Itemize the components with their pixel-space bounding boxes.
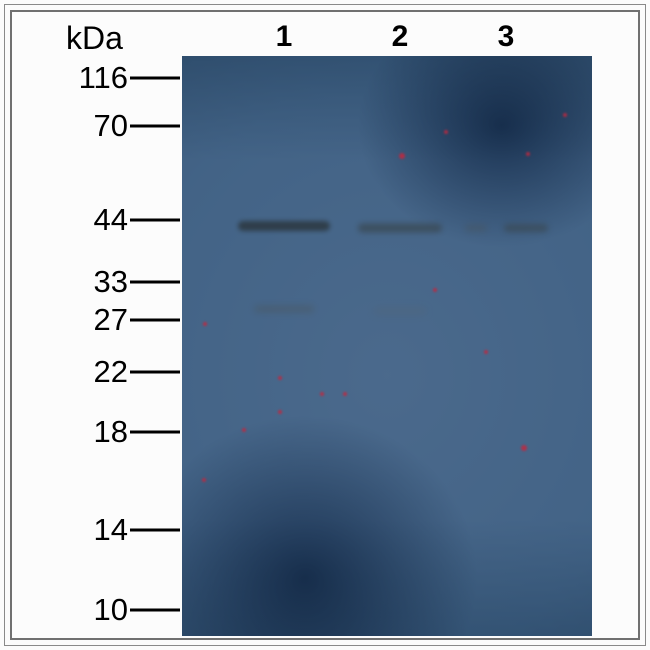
speck-3: [203, 322, 207, 326]
band-lane1-4: [254, 306, 314, 313]
speck-1: [444, 130, 448, 134]
mw-label-33: 33: [94, 264, 128, 300]
mw-tick-33: [130, 281, 180, 284]
speck-10: [202, 478, 206, 482]
blot-membrane: [182, 56, 592, 636]
speck-2: [526, 152, 530, 156]
speck-4: [278, 376, 282, 380]
band-lane1-0: [238, 221, 330, 231]
speck-7: [242, 428, 246, 432]
mw-label-18: 18: [94, 414, 128, 450]
mw-label-22: 22: [94, 354, 128, 390]
speck-6: [343, 392, 347, 396]
band-lane3-2: [504, 224, 548, 232]
mw-label-14: 14: [94, 512, 128, 548]
mw-label-27: 27: [94, 302, 128, 338]
lane-label-1: 1: [276, 20, 293, 54]
speck-13: [563, 113, 567, 117]
speck-12: [433, 288, 437, 292]
speck-9: [521, 445, 527, 451]
band-lane3-3: [465, 225, 487, 232]
mw-tick-116: [130, 77, 180, 80]
mw-tick-70: [130, 125, 180, 128]
mw-tick-27: [130, 319, 180, 322]
lane-label-2: 2: [392, 20, 409, 54]
speck-0: [399, 153, 405, 159]
lane-label-3: 3: [498, 20, 515, 54]
western-blot-figure: kDa 1 2 3 116 70 44 3327 22 18 14 10: [0, 0, 650, 650]
speck-8: [278, 410, 282, 414]
mw-tick-44: [130, 219, 180, 222]
band-lane2-1: [358, 224, 442, 233]
mw-label-44: 44: [94, 202, 128, 238]
unit-label: kDa: [66, 20, 123, 57]
speck-11: [484, 350, 488, 354]
mw-tick-14: [130, 529, 180, 532]
mw-label-10: 10: [94, 592, 128, 628]
band-lane2-5: [374, 308, 426, 314]
mw-tick-10: [130, 609, 180, 612]
membrane-gradient: [182, 56, 592, 636]
mw-tick-18: [130, 431, 180, 434]
mw-label-116: 116: [79, 60, 128, 96]
mw-tick-22: [130, 371, 180, 374]
mw-label-70: 70: [94, 108, 128, 144]
speck-5: [320, 392, 324, 396]
